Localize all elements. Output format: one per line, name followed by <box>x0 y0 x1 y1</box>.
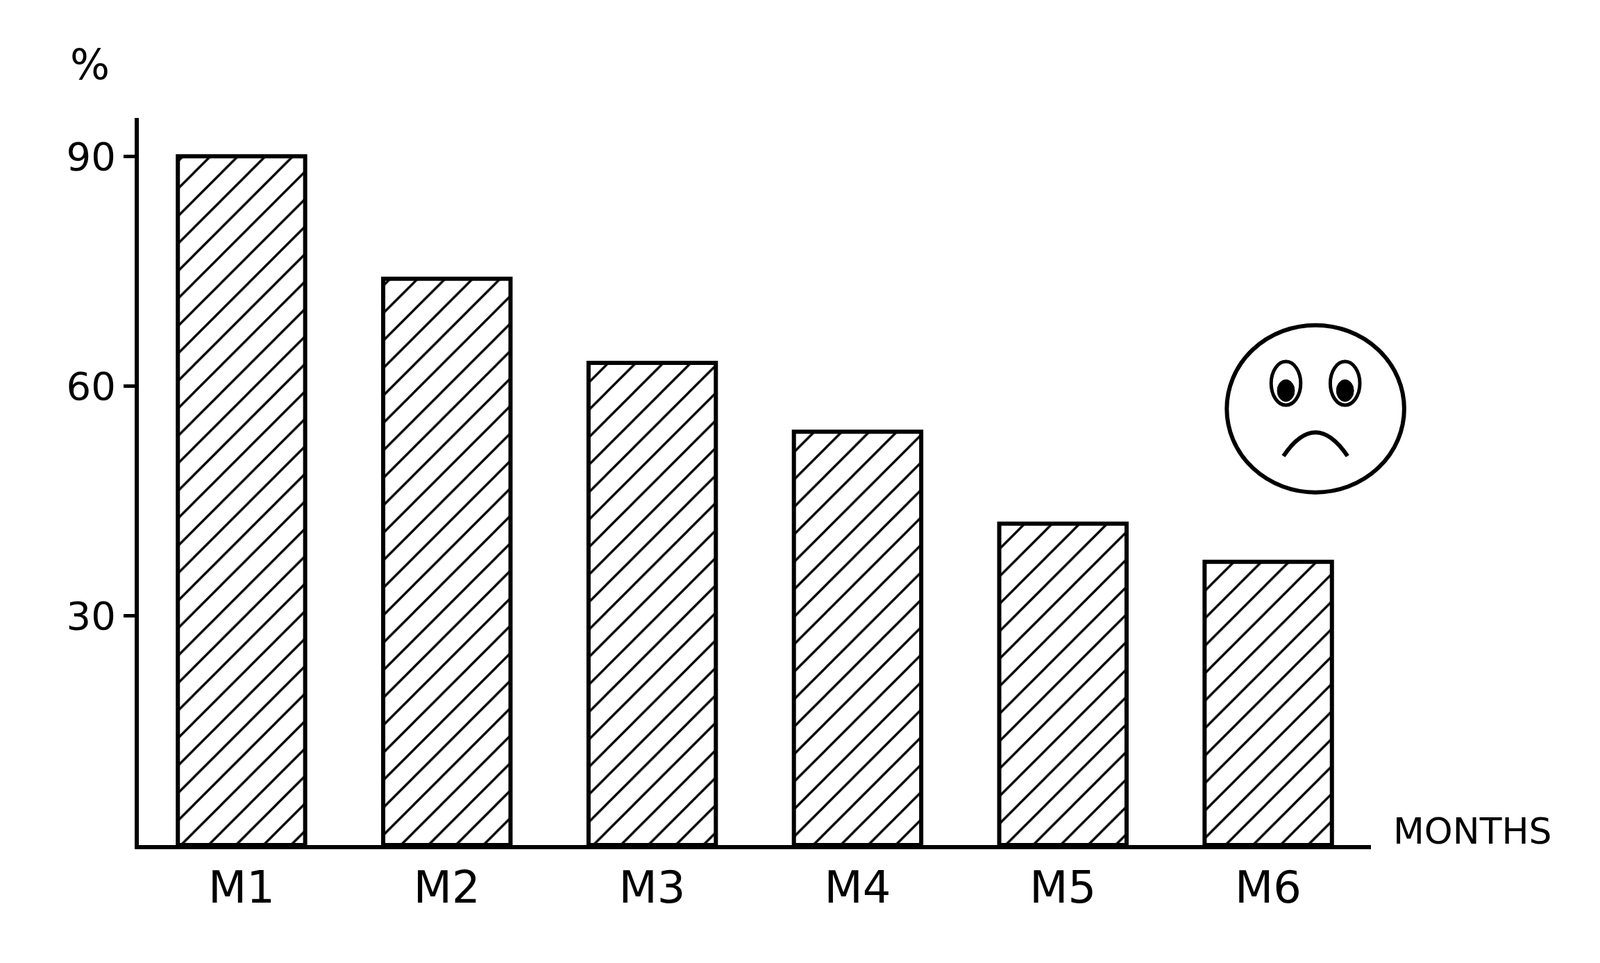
svg-text:M1: M1 <box>208 862 275 914</box>
svg-text:M5: M5 <box>1029 862 1097 914</box>
svg-text:MONTHS: MONTHS <box>1393 810 1553 853</box>
svg-text:M4: M4 <box>823 862 891 914</box>
svg-text:M6: M6 <box>1234 862 1302 914</box>
svg-text:M3: M3 <box>619 862 686 914</box>
svg-text:%: % <box>70 40 110 89</box>
svg-text:90: 90 <box>66 133 116 180</box>
svg-text:M2: M2 <box>413 862 481 914</box>
svg-text:30: 30 <box>66 593 116 639</box>
svg-text:60: 60 <box>66 363 116 409</box>
